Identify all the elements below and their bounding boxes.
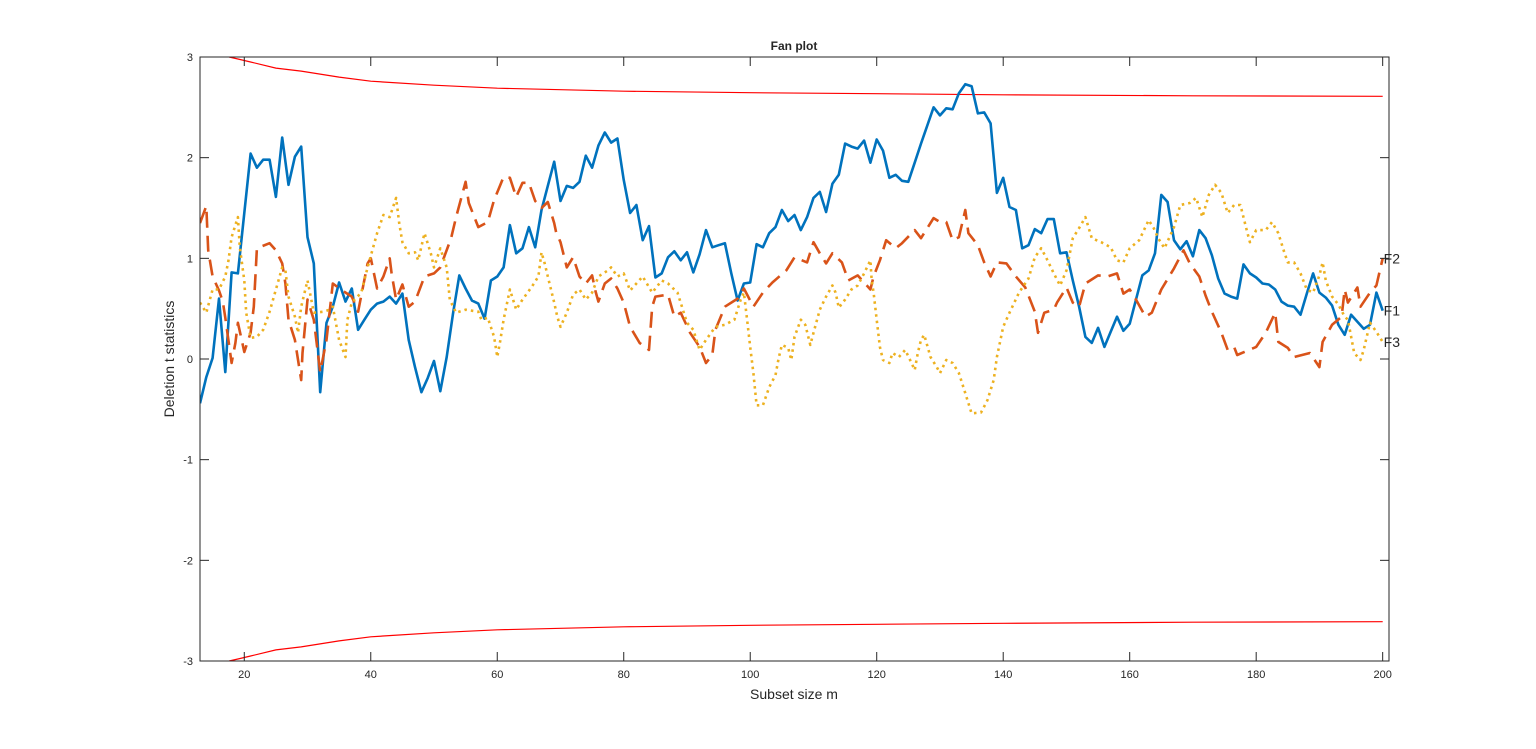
- y-tick-label: 0: [187, 354, 193, 366]
- series-line-f2: [200, 175, 1384, 382]
- envelope-lower-line: [228, 621, 1383, 661]
- y-tick-label: -1: [183, 455, 193, 467]
- series-label-f1: F1: [1384, 303, 1401, 319]
- y-axis-label: Deletion t statistics: [161, 301, 177, 418]
- x-tick-label: 120: [868, 669, 886, 681]
- series-label-f2: F2: [1384, 250, 1401, 266]
- series-label-f3: F3: [1384, 334, 1401, 350]
- series-line-f3: [200, 183, 1384, 415]
- y-tick-label: 3: [187, 52, 193, 64]
- x-axis-label: Subset size m: [750, 686, 838, 702]
- y-tick-label: -2: [183, 555, 193, 567]
- chart-title: Fan plot: [771, 39, 818, 53]
- x-tick-label: 100: [741, 669, 759, 681]
- x-tick-label: 20: [238, 669, 250, 681]
- plot-area-frame: [199, 56, 1390, 662]
- y-tick-label: 1: [187, 253, 193, 265]
- series-line-f1: [200, 82, 1384, 404]
- x-tick-label: 180: [1247, 669, 1265, 681]
- envelope-upper-line: [228, 57, 1383, 97]
- x-tick-label: 200: [1373, 669, 1391, 681]
- x-tick-label: 60: [491, 669, 503, 681]
- y-tick-label: -3: [183, 656, 193, 668]
- x-tick-label: 160: [1121, 669, 1139, 681]
- y-tick-label: 2: [187, 153, 193, 165]
- x-tick-label: 140: [994, 669, 1012, 681]
- x-tick-label: 80: [618, 669, 630, 681]
- x-tick-label: 40: [365, 669, 377, 681]
